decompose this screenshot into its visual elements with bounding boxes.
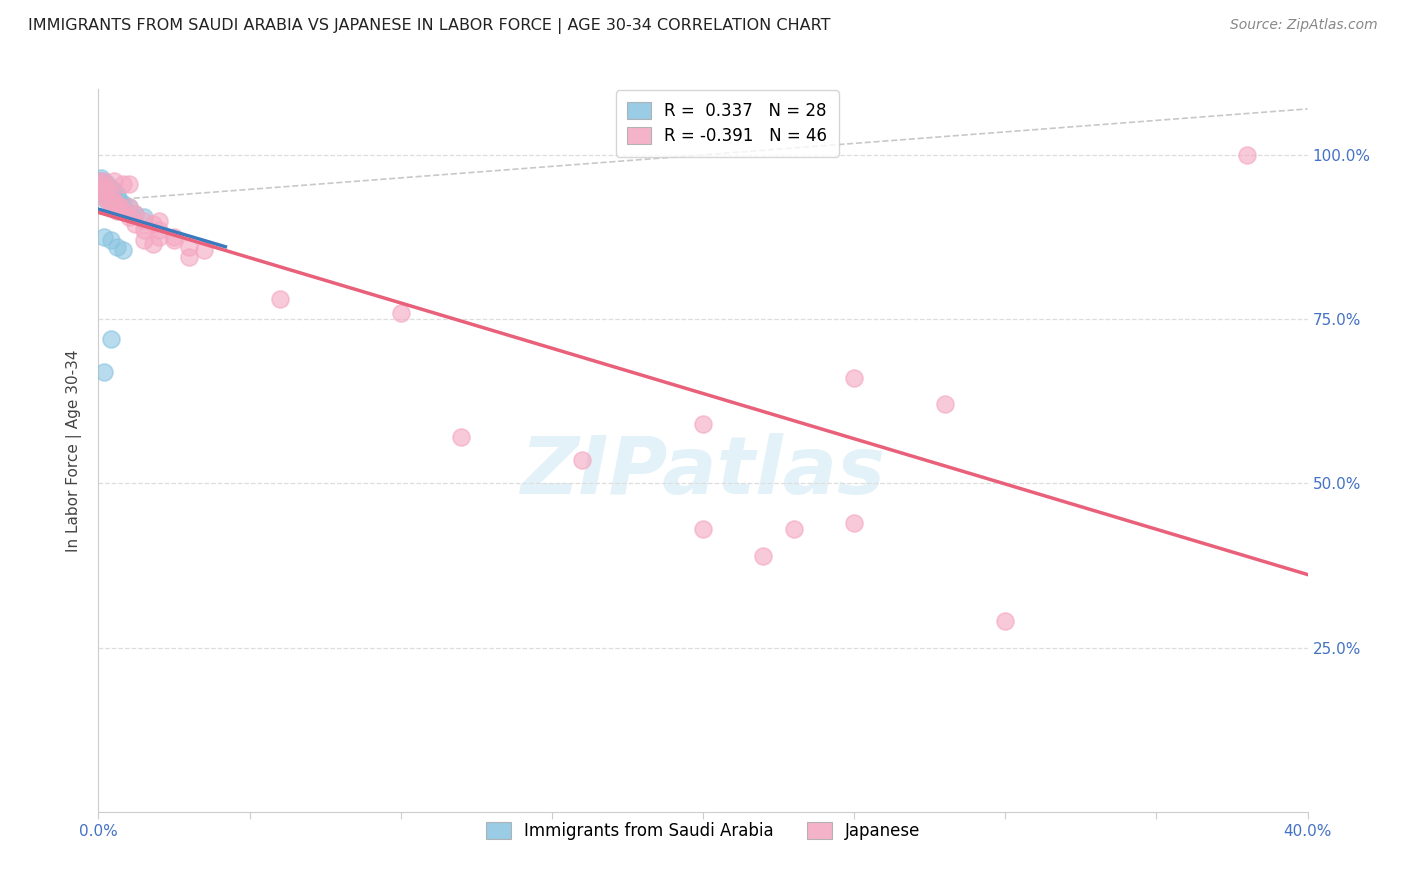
- Point: [118, 201, 141, 215]
- Point: [148, 230, 170, 244]
- Y-axis label: In Labor Force | Age 30-34: In Labor Force | Age 30-34: [66, 349, 83, 552]
- Point: [783, 522, 806, 536]
- Point: [93, 176, 115, 190]
- Point: [100, 233, 122, 247]
- Point: [111, 203, 134, 218]
- Point: [93, 187, 115, 202]
- Point: [103, 191, 125, 205]
- Point: [124, 207, 146, 221]
- Point: [163, 233, 186, 247]
- Point: [96, 194, 118, 208]
- Point: [692, 417, 714, 432]
- Point: [100, 187, 122, 202]
- Point: [100, 187, 122, 202]
- Point: [93, 191, 115, 205]
- Point: [1236, 148, 1258, 162]
- Point: [118, 178, 141, 192]
- Point: [100, 197, 122, 211]
- Point: [105, 240, 128, 254]
- Point: [148, 213, 170, 227]
- Point: [269, 293, 291, 307]
- Point: [103, 184, 125, 198]
- Point: [389, 305, 412, 319]
- Point: [118, 201, 141, 215]
- Point: [163, 230, 186, 244]
- Point: [132, 213, 155, 227]
- Point: [93, 184, 115, 198]
- Point: [87, 174, 110, 188]
- Text: IMMIGRANTS FROM SAUDI ARABIA VS JAPANESE IN LABOR FORCE | AGE 30-34 CORRELATION : IMMIGRANTS FROM SAUDI ARABIA VS JAPANESE…: [28, 18, 831, 34]
- Point: [105, 203, 128, 218]
- Point: [132, 211, 155, 225]
- Point: [124, 207, 146, 221]
- Point: [118, 211, 141, 225]
- Point: [105, 197, 128, 211]
- Point: [124, 217, 146, 231]
- Point: [148, 223, 170, 237]
- Point: [100, 180, 122, 194]
- Point: [100, 332, 122, 346]
- Point: [844, 371, 866, 385]
- Point: [103, 201, 125, 215]
- Point: [179, 250, 201, 264]
- Point: [90, 184, 112, 198]
- Point: [93, 230, 115, 244]
- Point: [103, 194, 125, 208]
- Point: [132, 233, 155, 247]
- Point: [96, 191, 118, 205]
- Point: [105, 187, 128, 202]
- Point: [90, 178, 112, 192]
- Point: [111, 178, 134, 192]
- Point: [90, 180, 112, 194]
- Point: [90, 170, 112, 185]
- Point: [111, 203, 134, 218]
- Point: [934, 397, 956, 411]
- Point: [108, 201, 131, 215]
- Point: [111, 197, 134, 211]
- Point: [96, 184, 118, 198]
- Point: [96, 178, 118, 192]
- Point: [96, 180, 118, 194]
- Point: [105, 197, 128, 211]
- Legend: Immigrants from Saudi Arabia, Japanese: Immigrants from Saudi Arabia, Japanese: [479, 815, 927, 847]
- Point: [103, 174, 125, 188]
- Point: [108, 194, 131, 208]
- Point: [844, 516, 866, 530]
- Point: [752, 549, 775, 563]
- Text: ZIPatlas: ZIPatlas: [520, 434, 886, 511]
- Point: [692, 522, 714, 536]
- Text: Source: ZipAtlas.com: Source: ZipAtlas.com: [1230, 18, 1378, 32]
- Point: [193, 243, 215, 257]
- Point: [142, 236, 165, 251]
- Point: [111, 243, 134, 257]
- Point: [87, 174, 110, 188]
- Point: [450, 430, 472, 444]
- Point: [93, 174, 115, 188]
- Point: [93, 180, 115, 194]
- Point: [179, 240, 201, 254]
- Point: [132, 223, 155, 237]
- Point: [994, 614, 1017, 628]
- Point: [90, 174, 112, 188]
- Point: [93, 365, 115, 379]
- Point: [571, 453, 593, 467]
- Point: [142, 217, 165, 231]
